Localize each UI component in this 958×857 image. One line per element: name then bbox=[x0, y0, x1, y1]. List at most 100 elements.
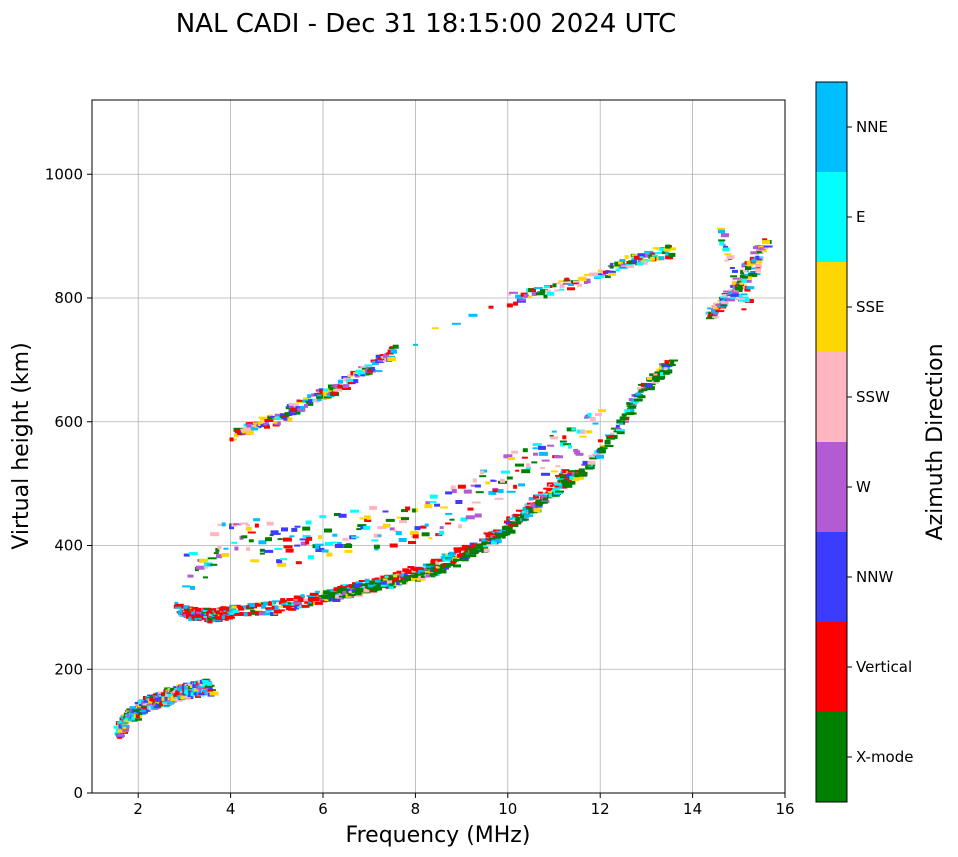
plot-frame bbox=[91, 99, 786, 794]
echo-point bbox=[274, 547, 283, 550]
echo-point bbox=[621, 413, 627, 417]
echo-point bbox=[651, 254, 658, 257]
colorbar-segment bbox=[816, 712, 847, 802]
echo-point bbox=[539, 289, 548, 294]
echo-point bbox=[408, 541, 416, 544]
echo-point bbox=[412, 576, 420, 579]
echo-point bbox=[396, 570, 402, 574]
echo-point bbox=[254, 523, 259, 528]
echo-point bbox=[389, 346, 395, 349]
echo-point bbox=[442, 563, 448, 567]
echo-point bbox=[183, 686, 189, 690]
echo-point bbox=[500, 478, 505, 483]
colorbar-segment bbox=[816, 532, 847, 622]
echo-point bbox=[493, 529, 502, 532]
echo-point bbox=[369, 505, 378, 510]
echo-point bbox=[377, 534, 382, 537]
echo-point bbox=[384, 575, 392, 579]
echo-point bbox=[203, 609, 209, 612]
echo-point bbox=[582, 460, 592, 465]
echo-point bbox=[745, 266, 751, 270]
echo-point bbox=[221, 616, 227, 619]
echo-point bbox=[510, 521, 520, 525]
echo-point bbox=[506, 303, 513, 308]
echo-point bbox=[401, 573, 407, 578]
echo-point bbox=[395, 580, 400, 583]
echo-point bbox=[281, 602, 287, 606]
echo-point bbox=[598, 449, 606, 454]
echo-point bbox=[303, 397, 310, 402]
y-tick-label: 800 bbox=[54, 289, 83, 307]
echo-point bbox=[724, 259, 730, 262]
echo-point bbox=[305, 520, 312, 525]
echo-point bbox=[393, 574, 398, 578]
echo-point bbox=[342, 584, 349, 587]
echo-point bbox=[324, 599, 329, 602]
echo-point bbox=[319, 515, 327, 519]
echo-point bbox=[258, 422, 264, 426]
echo-point bbox=[288, 607, 297, 611]
echo-point bbox=[143, 703, 148, 706]
echo-point bbox=[382, 510, 389, 513]
echo-point bbox=[249, 603, 256, 608]
echo-point bbox=[515, 516, 520, 520]
echo-point bbox=[431, 327, 439, 330]
echo-point bbox=[588, 455, 593, 458]
echo-point bbox=[644, 253, 652, 258]
echo-point bbox=[457, 484, 466, 489]
echo-point bbox=[314, 590, 320, 593]
echo-point bbox=[373, 544, 380, 549]
echo-point bbox=[364, 364, 373, 367]
echo-point bbox=[367, 369, 375, 373]
echo-point bbox=[554, 289, 561, 292]
colorbar-category-label: X-mode bbox=[856, 748, 913, 766]
echo-point bbox=[730, 296, 736, 299]
echo-point bbox=[569, 476, 577, 480]
echo-point bbox=[378, 586, 383, 591]
echo-point bbox=[263, 422, 268, 426]
echo-point bbox=[560, 442, 566, 447]
y-tick-label: 0 bbox=[73, 784, 83, 802]
echo-point bbox=[350, 509, 360, 513]
y-axis-ticks: 0 200 400 600 800 1000 bbox=[45, 165, 92, 802]
echo-point bbox=[658, 256, 665, 261]
echo-point bbox=[545, 289, 552, 294]
echo-point bbox=[166, 700, 174, 705]
echo-point bbox=[653, 373, 658, 376]
echo-point bbox=[170, 697, 178, 702]
echo-point bbox=[598, 273, 606, 276]
echo-point bbox=[618, 260, 624, 265]
echo-point bbox=[217, 545, 222, 550]
echo-point bbox=[216, 554, 222, 559]
echo-point bbox=[445, 512, 453, 515]
echo-point bbox=[333, 513, 341, 516]
echo-point bbox=[295, 401, 304, 403]
echo-point bbox=[392, 344, 399, 349]
echo-point bbox=[525, 467, 531, 469]
x-tick-label: 16 bbox=[775, 800, 794, 818]
echo-point bbox=[338, 513, 347, 518]
x-tick-label: 14 bbox=[683, 800, 702, 818]
echo-point bbox=[584, 415, 591, 419]
echo-point bbox=[543, 497, 548, 501]
echo-point bbox=[423, 567, 432, 572]
echo-point bbox=[340, 584, 346, 588]
echo-point bbox=[665, 244, 671, 249]
echo-point bbox=[265, 609, 272, 612]
echo-point bbox=[334, 544, 344, 548]
echo-point bbox=[213, 552, 219, 555]
echo-point bbox=[306, 595, 316, 597]
echo-point bbox=[396, 582, 403, 585]
echo-point bbox=[190, 611, 198, 615]
echo-point bbox=[630, 404, 637, 407]
echo-point bbox=[415, 574, 425, 577]
echo-point bbox=[738, 283, 742, 288]
echo-point bbox=[589, 457, 598, 460]
echo-point bbox=[210, 608, 215, 611]
echo-point bbox=[360, 365, 367, 369]
echo-point bbox=[591, 453, 601, 456]
echo-point bbox=[375, 579, 383, 583]
plot-area: 2 4 6 8 10 12 14 16 0 200 400 600 800 1000 bbox=[45, 99, 795, 818]
echo-point bbox=[592, 422, 599, 425]
echo-point bbox=[470, 546, 478, 551]
